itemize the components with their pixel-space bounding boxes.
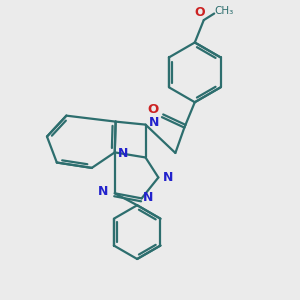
Text: N: N [98, 185, 108, 198]
Text: N: N [118, 147, 129, 161]
Text: O: O [148, 103, 159, 116]
Text: O: O [194, 6, 205, 19]
Text: N: N [163, 171, 173, 184]
Text: N: N [149, 116, 160, 129]
Text: N: N [143, 191, 153, 204]
Text: CH₃: CH₃ [214, 6, 233, 16]
